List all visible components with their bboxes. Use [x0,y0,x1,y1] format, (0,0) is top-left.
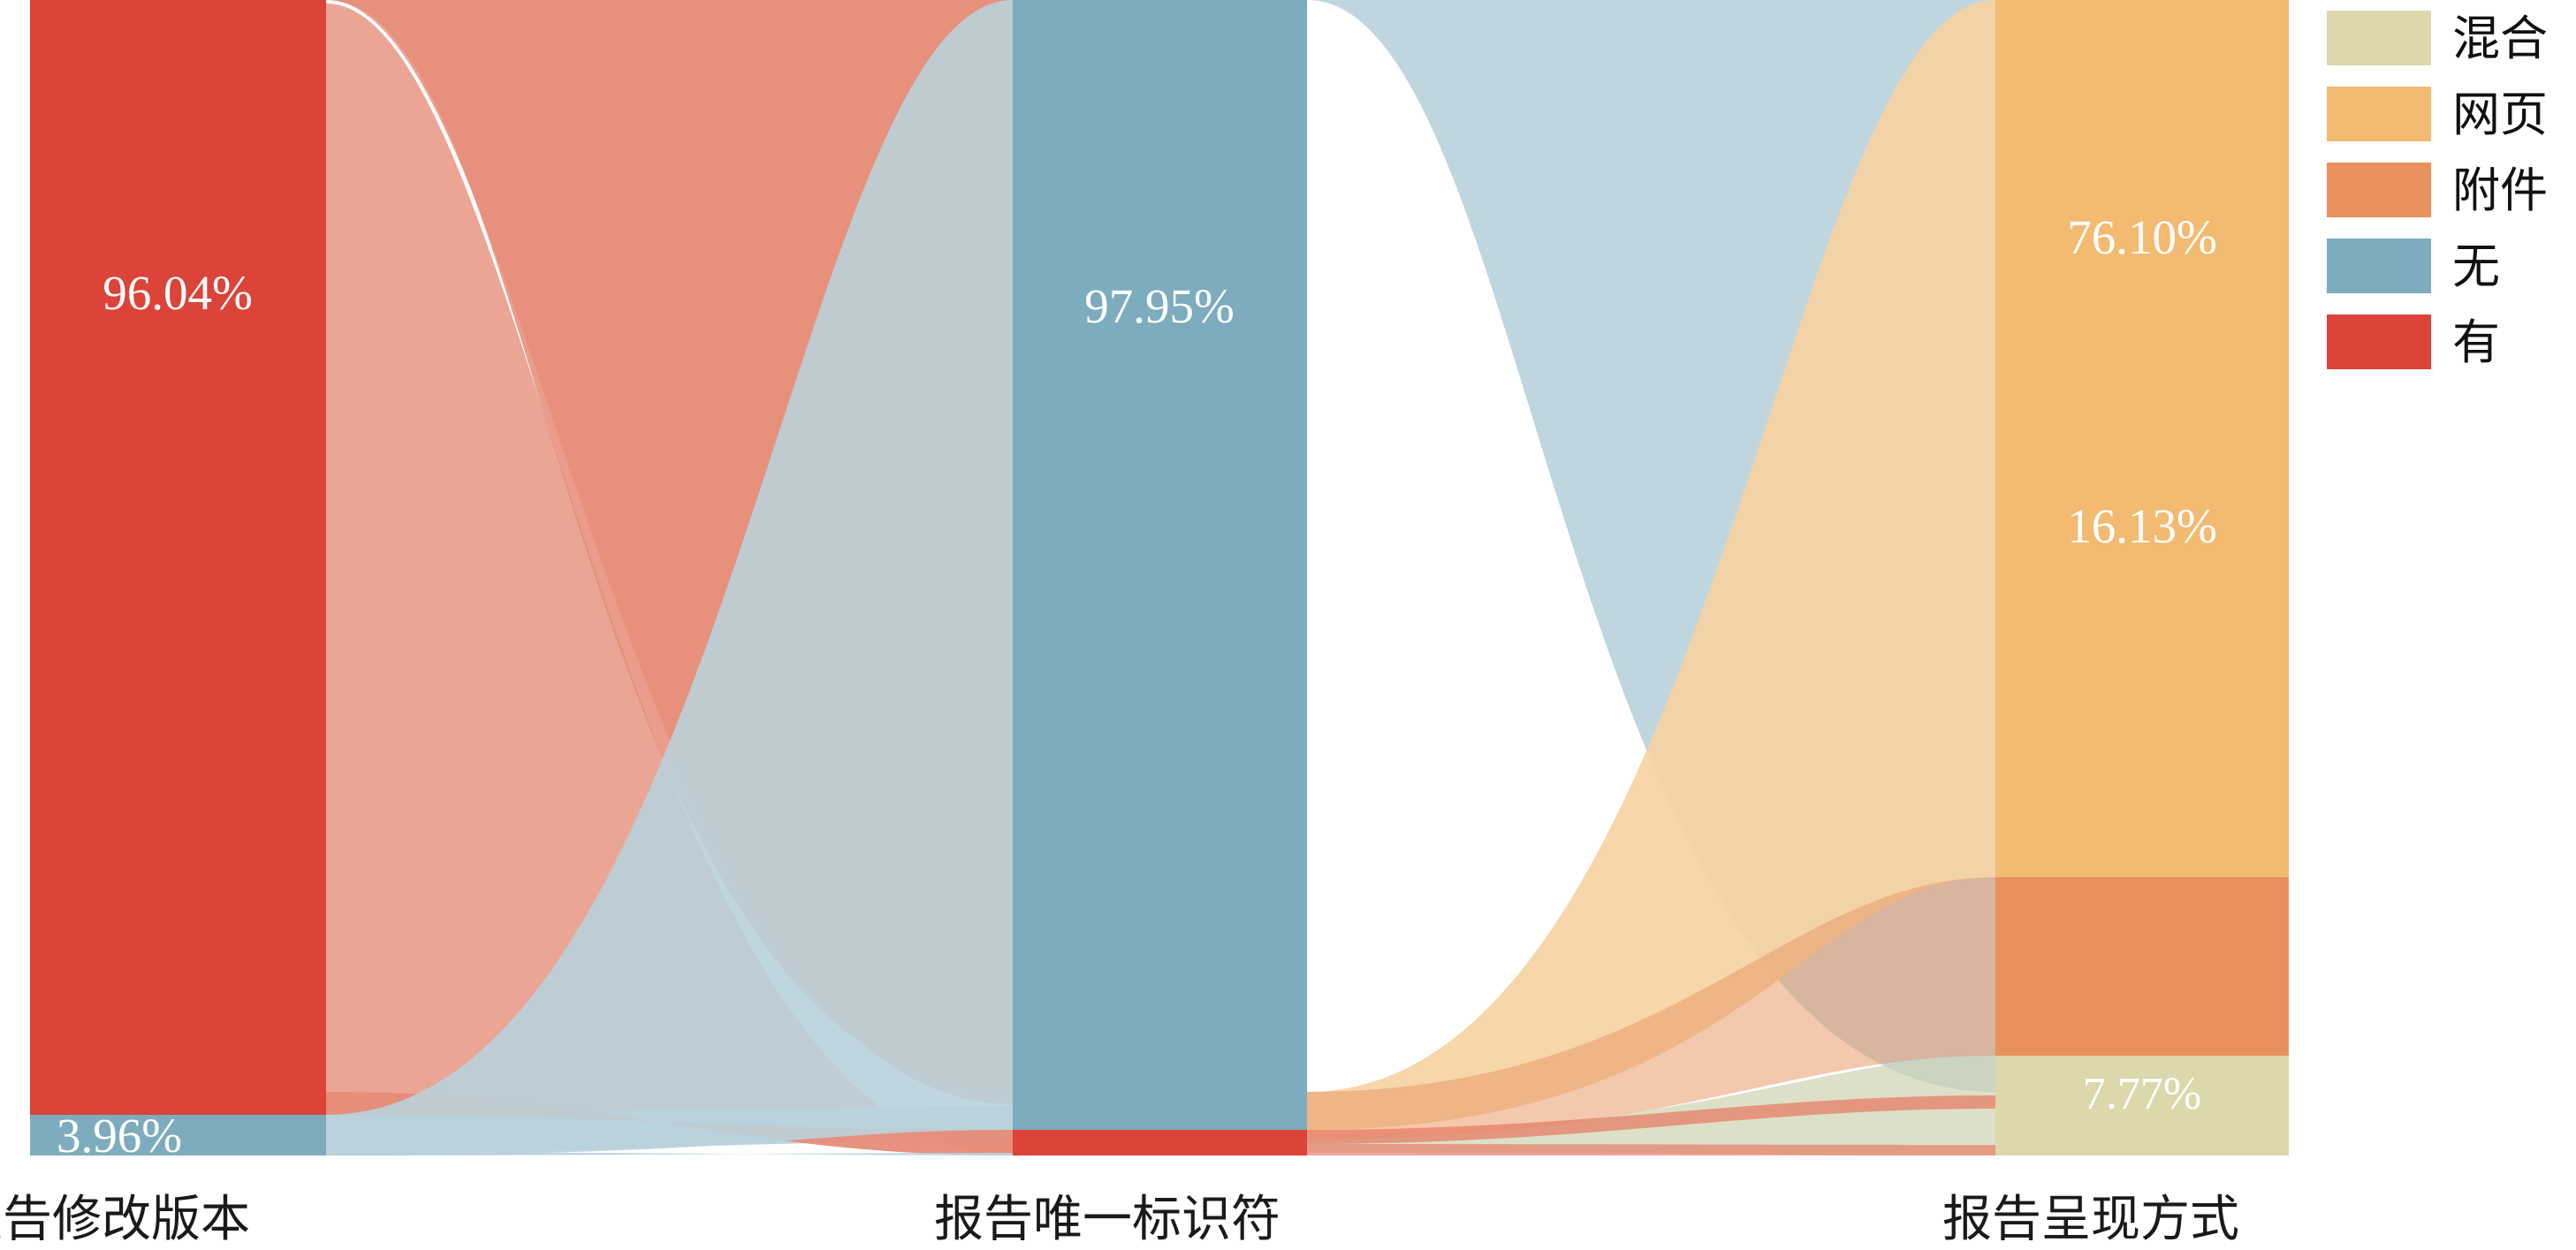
legend: 混合 网页 附件 无 有 [2327,11,2548,369]
axis-1-strata [30,0,326,1155]
legend-label-has: 有 [2452,316,2500,369]
stratum-axis1-wu[interactable] [30,1115,326,1155]
flow-webpage-incoming [1307,0,1995,1130]
axis-label-axis3: 报告呈现方式 [1942,1193,2239,1247]
legend-swatch-webpage [2327,87,2431,141]
flow-group-stage2 [1307,0,1995,1155]
stratum-axis2-you[interactable] [1013,1130,1307,1155]
value-label-axis3-attachment: 16.13% [2067,499,2217,553]
value-label-axis3-mixed: 7.77% [2083,1069,2201,1119]
stratum-axis3-attachment[interactable] [1995,877,2289,1056]
axis-3-strata [1995,0,2289,1155]
stratum-axis1-you[interactable] [30,0,326,1115]
legend-item-mixed[interactable]: 混合 [2327,11,2548,65]
stratum-axis2-wu[interactable] [1013,0,1307,1130]
value-label-axis3-webpage: 76.10% [2067,210,2217,264]
legend-item-has[interactable]: 有 [2327,314,2500,369]
stratum-axis3-mixed[interactable] [1995,1056,2289,1155]
legend-swatch-mixed [2327,11,2431,65]
axis-label-axis1: 报告修改版本 [0,1193,250,1247]
legend-label-webpage: 网页 [2452,88,2548,141]
flow-you-to-attachment [1307,1144,1995,1155]
flow-you-to-webpage [1307,1095,1995,1144]
legend-label-none: 无 [2452,240,2500,293]
flow-wu-to-wu-main [326,0,1013,1155]
value-label-axis2-wu: 97.95% [1084,279,1235,333]
stratum-axis3-webpage[interactable] [1995,0,2289,877]
legend-item-webpage[interactable]: 网页 [2327,87,2548,141]
axis-label-axis2: 报告唯一标识符 [934,1193,1280,1247]
legend-item-none[interactable]: 无 [2327,239,2500,293]
axis-2-strata [1013,0,1307,1155]
legend-swatch-has [2327,314,2431,369]
legend-label-mixed: 混合 [2452,12,2548,65]
flow-attachment-incoming [1307,877,1995,1140]
legend-label-attachment: 附件 [2452,164,2548,217]
legend-swatch-none [2327,239,2431,293]
value-label-axis1-wu: 3.96% [57,1109,182,1163]
legend-item-attachment[interactable]: 附件 [2327,163,2548,217]
legend-swatch-attachment [2327,163,2431,217]
value-label-axis1-you: 96.04% [103,266,253,320]
